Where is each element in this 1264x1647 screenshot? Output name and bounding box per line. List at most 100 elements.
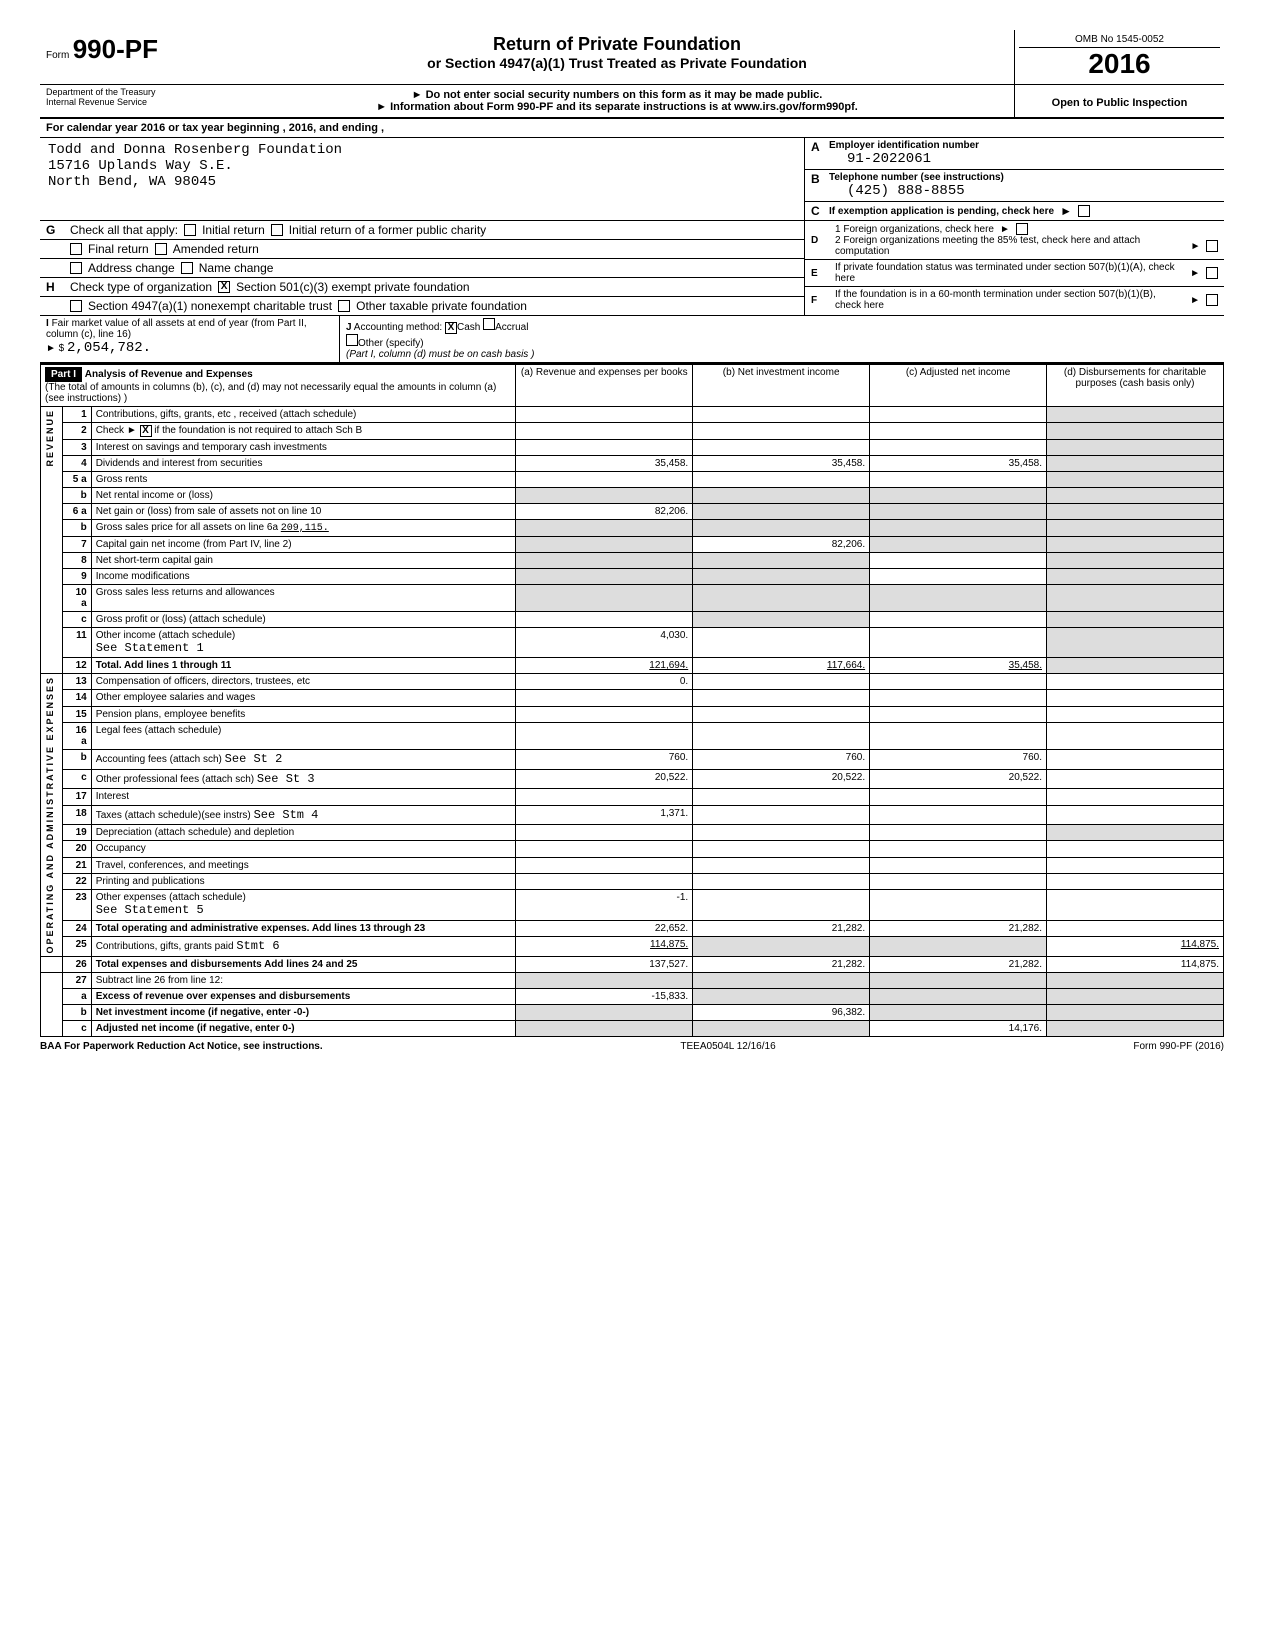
row-label: Total. Add lines 1 through 11 <box>91 658 516 674</box>
part1-header-cell: Part I Analysis of Revenue and Expenses … <box>41 365 516 407</box>
d2-checkbox[interactable] <box>1206 240 1218 252</box>
c-checkbox[interactable] <box>1078 205 1090 217</box>
cell-value: 21,282. <box>693 920 870 936</box>
cell-value: 114,875. <box>1047 937 1224 956</box>
cell-value: 137,527. <box>516 956 693 972</box>
table-row: bNet investment income (if negative, ent… <box>41 1004 1224 1020</box>
entity-right-col: A Employer identification number 91-2022… <box>804 138 1224 220</box>
cell-value: 4,030. <box>516 628 693 658</box>
j-accrual-checkbox[interactable] <box>483 318 495 330</box>
g-final-return[interactable] <box>70 243 82 255</box>
d1-checkbox[interactable] <box>1016 223 1028 235</box>
row-label: Accounting fees (attach sch) See St 2 <box>91 750 516 769</box>
col-g-letter: G <box>46 223 64 237</box>
col-d-header: (d) Disbursements for charitable purpose… <box>1047 365 1224 407</box>
table-row: 22Printing and publications <box>41 873 1224 889</box>
table-row: 14Other employee salaries and wages <box>41 690 1224 706</box>
row-num: 12 <box>63 658 91 674</box>
g-row2: Final return Amended return <box>40 240 804 259</box>
f-checkbox[interactable] <box>1206 294 1218 306</box>
form-title: Return of Private Foundation <box>226 34 1008 55</box>
row-label: Gross sales less returns and allowances <box>91 585 516 612</box>
row-num: 2 <box>63 423 91 440</box>
g-row3: Address change Name change <box>40 259 804 278</box>
j-label: Accounting method: <box>354 322 442 333</box>
row-num: 4 <box>63 456 91 472</box>
g-initial-former[interactable] <box>271 224 283 236</box>
table-row: 27Subtract line 26 from line 12: <box>41 972 1224 988</box>
col-e-letter: E <box>811 268 829 279</box>
table-row: 2Check ► if the foundation is not requir… <box>41 423 1224 440</box>
table-row: 6 aNet gain or (loss) from sale of asset… <box>41 504 1224 520</box>
dept-row: Department of the Treasury Internal Reve… <box>40 85 1224 119</box>
row-num: 18 <box>63 805 91 824</box>
j-other-checkbox[interactable] <box>346 334 358 346</box>
g-opt-2: Final return <box>88 242 149 256</box>
d-row: D 1 Foreign organizations, check here ► … <box>805 221 1224 260</box>
col-a-letter: A <box>811 140 829 167</box>
row-num: 5 a <box>63 472 91 488</box>
table-row: 20Occupancy <box>41 841 1224 857</box>
cell-value: 0. <box>516 674 693 690</box>
g-amended[interactable] <box>155 243 167 255</box>
row-num: 17 <box>63 789 91 805</box>
table-row: 18Taxes (attach schedule)(see instrs) Se… <box>41 805 1224 824</box>
g-opt-1: Initial return of a former public charit… <box>289 223 486 237</box>
j-cell: J Accounting method: Cash Accrual Other … <box>340 316 1224 362</box>
e-label: If private foundation status was termina… <box>835 262 1184 284</box>
col-b-header: (b) Net investment income <box>693 365 870 407</box>
col-d-letter: D <box>811 235 829 246</box>
table-row: 3Interest on savings and temporary cash … <box>41 440 1224 456</box>
g-name-change[interactable] <box>181 262 193 274</box>
form-subtitle: or Section 4947(a)(1) Trust Treated as P… <box>226 55 1008 71</box>
row-label: Contributions, gifts, grants, etc , rece… <box>91 407 516 423</box>
row-label: Travel, conferences, and meetings <box>91 857 516 873</box>
row-num: 23 <box>63 890 91 921</box>
cell-value: -1. <box>516 890 693 921</box>
form-label: Form <box>46 50 69 61</box>
g-opt-4: Address change <box>88 261 175 275</box>
statement-ref: See Statement 5 <box>96 903 204 917</box>
h-4947[interactable] <box>70 300 82 312</box>
row-num: b <box>63 1004 91 1020</box>
table-row: bGross sales price for all assets on lin… <box>41 520 1224 537</box>
ein-label: Employer identification number <box>829 140 1218 151</box>
col-h-letter: H <box>46 280 64 294</box>
g-opt-0: Initial return <box>202 223 265 237</box>
row-num: b <box>63 488 91 504</box>
row-label: Other income (attach schedule)See Statem… <box>91 628 516 658</box>
g-address-change[interactable] <box>70 262 82 274</box>
note-instructions: ► Information about Form 990-PF and its … <box>226 101 1008 113</box>
cell-value: 96,382. <box>693 1004 870 1020</box>
row-label: Net rental income or (loss) <box>91 488 516 504</box>
col-i-letter: I <box>46 318 49 329</box>
h-other-taxable[interactable] <box>338 300 350 312</box>
footer-mid: TEEA0504L 12/16/16 <box>680 1041 775 1052</box>
table-row: 11Other income (attach schedule)See Stat… <box>41 628 1224 658</box>
sch-b-checkbox[interactable] <box>140 425 152 437</box>
table-row: 23Other expenses (attach schedule)See St… <box>41 890 1224 921</box>
part1-title: Analysis of Revenue and Expenses <box>85 369 253 380</box>
row-num: 13 <box>63 674 91 690</box>
row-num: 11 <box>63 628 91 658</box>
g-initial-return[interactable] <box>184 224 196 236</box>
table-row: bAccounting fees (attach sch) See St 276… <box>41 750 1224 769</box>
fmv-cell: I Fair market value of all assets at end… <box>40 316 340 362</box>
row-label: Interest on savings and temporary cash i… <box>91 440 516 456</box>
row-num: c <box>63 612 91 628</box>
j-cash-checkbox[interactable] <box>445 322 457 334</box>
table-row: 16 aLegal fees (attach schedule) <box>41 722 1224 750</box>
row-label: Other expenses (attach schedule)See Stat… <box>91 890 516 921</box>
statement-ref: See St 2 <box>225 752 283 766</box>
e-checkbox[interactable] <box>1206 267 1218 279</box>
table-row: REVENUE 1Contributions, gifts, grants, e… <box>41 407 1224 423</box>
table-row: 9Income modifications <box>41 569 1224 585</box>
d2-label: 2 Foreign organizations meeting the 85% … <box>835 235 1184 257</box>
cell-value: -15,833. <box>516 988 693 1004</box>
arrow-icon: ► <box>1060 204 1072 218</box>
h-501c3[interactable] <box>218 281 230 293</box>
row-label: Compensation of officers, directors, tru… <box>91 674 516 690</box>
row-num: 21 <box>63 857 91 873</box>
cell-value: 1,371. <box>516 805 693 824</box>
table-row: 26Total expenses and disbursements Add l… <box>41 956 1224 972</box>
